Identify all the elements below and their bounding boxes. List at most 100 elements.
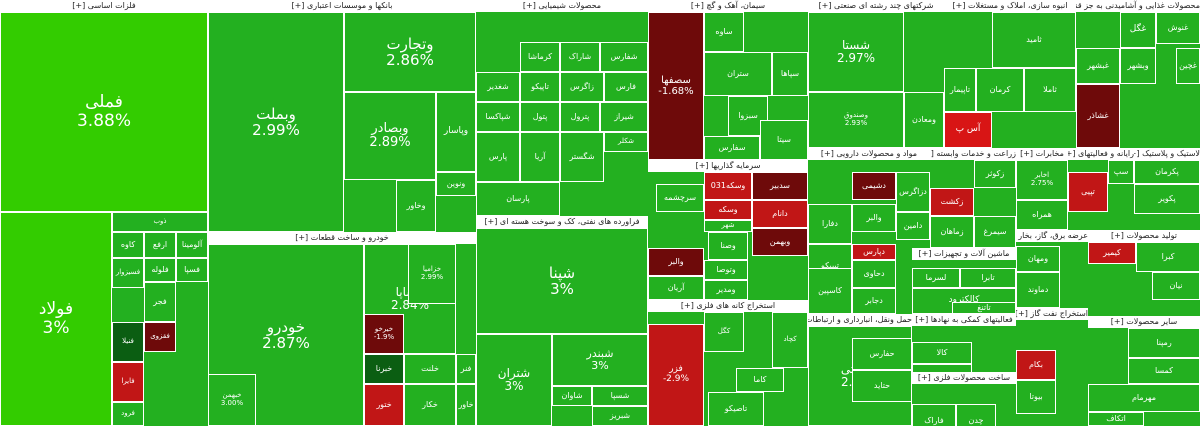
stock-tile[interactable]: بیوتا — [1016, 380, 1056, 414]
stock-tile[interactable]: کچاد — [772, 312, 808, 368]
stock-tile[interactable]: تاتنغ — [952, 302, 1016, 314]
stock-tile[interactable]: کیمیر — [1088, 242, 1136, 264]
sector-title[interactable]: شرکتهای چند رشته ای صنعتی [+] — [808, 0, 944, 12]
stock-tile[interactable]: فسیزوار — [112, 258, 144, 288]
stock-tile[interactable]: شهر — [704, 220, 752, 232]
stock-tile[interactable]: فزر -2.9% — [648, 324, 704, 426]
sector-title[interactable]: لاستیک و پلاستیک [+] — [1134, 148, 1200, 160]
stock-tile[interactable]: فلوله — [144, 258, 176, 282]
stock-tile[interactable]: شستا 2.97% — [808, 12, 904, 92]
stock-tile[interactable]: خیرخو -1.9% — [364, 314, 404, 354]
sector-title[interactable]: محصولات غذایی و آشامیدنی به جز قند [+] — [1076, 0, 1200, 12]
stock-tile[interactable]: کرمان — [976, 68, 1024, 112]
stock-tile[interactable]: سدبیر — [752, 172, 808, 200]
stock-tile[interactable]: خودرو 2.87% — [208, 244, 364, 426]
stock-tile[interactable]: فرود — [112, 402, 144, 426]
stock-tile[interactable]: غبشهر — [1076, 48, 1120, 84]
stock-tile[interactable]: ذوب — [112, 212, 208, 232]
stock-tile[interactable]: کمسا — [1128, 358, 1200, 384]
sector-title[interactable]: فعالیتهای کمکی به نهادها [+] — [912, 314, 1016, 326]
stock-tile[interactable]: خزامیا 2.99% — [408, 244, 456, 304]
stock-tile[interactable]: خلنت — [404, 354, 456, 384]
stock-tile[interactable]: ومدیر — [704, 280, 748, 300]
sector-title[interactable]: زراعت و خدمات وابسته [+] — [930, 148, 1016, 160]
stock-tile[interactable]: فملی 3.88% — [0, 12, 208, 212]
sector-title[interactable]: استخراج کانه های فلزی [+] — [648, 300, 808, 312]
stock-tile[interactable]: وتوصا — [704, 260, 748, 280]
stock-tile[interactable]: وبملت 2.99% — [208, 12, 344, 232]
stock-tile[interactable]: سپاها — [772, 52, 808, 96]
stock-tile[interactable]: ثامید — [992, 12, 1076, 68]
stock-tile[interactable]: وسکه031 — [704, 172, 752, 200]
stock-tile[interactable]: سفارس — [704, 136, 760, 160]
stock-tile[interactable]: نیان — [1152, 272, 1200, 300]
stock-tile[interactable]: فاراک — [912, 404, 956, 426]
stock-tile[interactable]: دماوند — [1016, 272, 1060, 308]
stock-tile[interactable]: آریان — [648, 276, 704, 300]
stock-tile[interactable]: فسپا — [176, 258, 208, 282]
stock-tile[interactable]: دفارا — [808, 204, 852, 244]
stock-tile[interactable]: ستران — [704, 52, 772, 96]
stock-tile[interactable]: غشاذر — [1076, 84, 1120, 148]
stock-tile[interactable]: بکام — [1016, 350, 1056, 380]
stock-tile[interactable]: غچین — [1176, 48, 1200, 84]
stock-tile[interactable]: پکرمان — [1134, 160, 1200, 184]
stock-tile[interactable]: تاپیمار — [944, 68, 976, 112]
sector-title[interactable]: سایر محصولات [+] — [1088, 316, 1200, 328]
stock-tile[interactable]: ارفع — [144, 232, 176, 258]
stock-tile[interactable]: فنر — [456, 354, 476, 384]
stock-tile[interactable]: فایرا — [112, 362, 144, 402]
stock-tile[interactable]: وبهمن — [752, 228, 808, 256]
stock-tile[interactable]: کاوه — [112, 232, 144, 258]
stock-tile[interactable]: آس پ — [944, 112, 992, 148]
sector-title[interactable]: حمل ونقل، انبارداری و ارتباطات [+] — [808, 314, 912, 326]
sector-title[interactable]: مخابرات [+] — [1016, 148, 1068, 160]
stock-tile[interactable]: شتران 3% — [476, 334, 552, 426]
sector-title[interactable]: ساخت محصولات فلزی [+] — [912, 372, 1016, 384]
stock-tile[interactable]: شاراک — [560, 42, 600, 72]
stock-tile[interactable]: پترول — [560, 102, 600, 132]
stock-tile[interactable]: خاور — [456, 384, 476, 426]
stock-tile[interactable]: دانام — [752, 200, 808, 228]
stock-tile[interactable]: شسپا — [592, 386, 648, 406]
stock-tile[interactable]: آریا — [520, 132, 560, 182]
stock-tile[interactable]: شاوان — [552, 386, 592, 406]
stock-tile[interactable]: وخاور — [396, 180, 436, 232]
stock-tile[interactable]: پتول — [520, 102, 560, 132]
stock-tile[interactable]: وسکه — [704, 200, 752, 220]
stock-tile[interactable]: کگل — [704, 312, 744, 352]
stock-tile[interactable]: والبر — [648, 248, 704, 276]
stock-tile[interactable]: وتجارت 2.86% — [344, 12, 476, 92]
stock-tile[interactable]: تاصیکو — [708, 392, 764, 426]
sector-title[interactable]: خودرو و ساخت قطعات [+] — [208, 232, 476, 244]
stock-tile[interactable]: کالا — [912, 342, 972, 364]
stock-tile[interactable]: اخابر 2.75% — [1016, 160, 1068, 200]
stock-tile[interactable]: حفارس — [852, 338, 912, 370]
sector-title[interactable]: انبوه سازی، املاک و مستغلات [+] — [944, 0, 1076, 12]
stock-tile[interactable]: غنوش — [1156, 12, 1200, 44]
stock-tile[interactable]: تپیی — [1068, 172, 1108, 212]
stock-tile[interactable]: رمپنا — [1128, 328, 1200, 358]
stock-tile[interactable]: کاما — [736, 368, 784, 392]
stock-tile[interactable]: سیتا — [760, 120, 808, 160]
stock-tile[interactable]: دپارس — [852, 244, 896, 260]
stock-tile[interactable]: پارسان — [476, 182, 560, 216]
stock-tile[interactable]: شبندر 3% — [552, 334, 648, 386]
stock-tile[interactable]: کبرا — [1136, 242, 1200, 272]
stock-tile[interactable]: کرماشا — [520, 42, 560, 72]
stock-tile[interactable]: دشیمی — [852, 172, 896, 200]
stock-tile[interactable]: فولاد 3% — [0, 212, 112, 426]
stock-tile[interactable]: سپ — [1108, 160, 1134, 184]
stock-tile[interactable]: مهرمام — [1088, 384, 1200, 412]
sector-title[interactable]: بانکها و موسسات اعتباری [+] — [208, 0, 476, 12]
sector-title[interactable]: سیمان، آهک و گچ [+] — [648, 0, 808, 12]
stock-tile[interactable]: ساوه — [704, 12, 744, 52]
stock-tile[interactable]: فارس — [604, 72, 648, 102]
stock-tile[interactable]: زماهان — [930, 216, 974, 248]
sector-title[interactable]: محصولات شیمیایی [+] — [476, 0, 648, 12]
stock-tile[interactable]: سبزوا — [728, 96, 768, 136]
sector-title[interactable]: استخراج نفت گاز [+] — [1016, 308, 1088, 320]
stock-tile[interactable]: سیمرغ — [974, 216, 1016, 248]
stock-tile[interactable]: پارس — [476, 132, 520, 182]
stock-tile[interactable]: خبرنا — [364, 354, 404, 384]
